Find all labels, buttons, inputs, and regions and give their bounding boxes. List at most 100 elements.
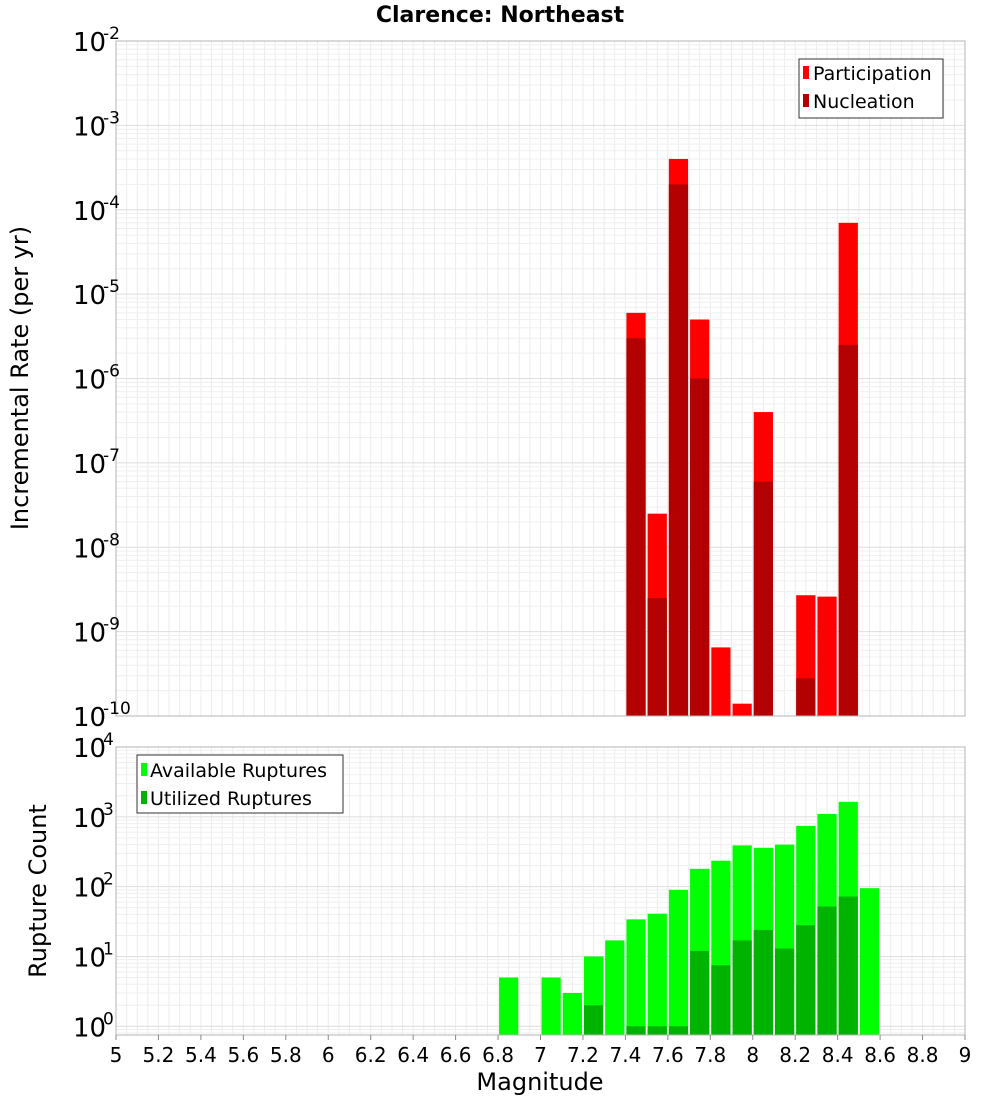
x-axis-label: Magnitude [476, 1068, 603, 1096]
y-tick-base: 10 [73, 281, 106, 311]
y-tick-label: 103 [73, 800, 114, 834]
bar-nucleation [753, 481, 773, 716]
bar-nucleation [690, 378, 710, 716]
y-tick-exponent: -10 [103, 699, 131, 719]
top-legend: Participation Nucleation [798, 58, 944, 119]
legend-swatch-available [141, 763, 147, 776]
y-tick-label: 10-4 [73, 193, 120, 227]
bar-available [626, 919, 646, 1035]
y-tick-label: 10-5 [73, 277, 120, 311]
y-tick-base: 10 [73, 874, 106, 904]
bar-utilized [668, 1026, 689, 1035]
x-tick-label: 5.4 [185, 1043, 217, 1067]
x-tick-label: 6.4 [397, 1043, 429, 1067]
x-tick-label: 9 [959, 1043, 972, 1067]
bar-available [562, 992, 582, 1035]
y-tick-base: 10 [73, 366, 106, 396]
y-tick-base: 10 [73, 112, 106, 142]
legend-swatch-nucleation [803, 94, 809, 107]
x-tick-label: 8 [746, 1043, 759, 1067]
bar-available [647, 913, 667, 1035]
bottom-legend: Available Ruptures Utilized Ruptures [136, 754, 344, 814]
bar-participation [711, 647, 731, 716]
bar-available [859, 888, 880, 1035]
x-tick-label: 6.8 [482, 1043, 514, 1067]
y-tick-label: 10-10 [73, 699, 131, 733]
y-tick-exponent: -3 [103, 108, 120, 128]
y-tick-exponent: 2 [103, 870, 114, 890]
x-tick-label: 7.8 [694, 1043, 726, 1067]
y-tick-label: 10-6 [73, 362, 120, 396]
y-tick-label: 102 [73, 870, 114, 904]
bar-available [499, 977, 519, 1035]
y-tick-label: 104 [73, 730, 114, 764]
legend-swatch-utilized [141, 791, 147, 804]
y-tick-base: 10 [73, 619, 106, 649]
y-tick-base: 10 [73, 28, 106, 58]
bar-available [541, 977, 561, 1035]
bar-participation [817, 596, 837, 716]
top-legend-box [798, 58, 944, 119]
bar-utilized [838, 896, 858, 1035]
bottom-legend-box [136, 754, 344, 814]
bar-utilized [732, 940, 752, 1035]
y-tick-label: 101 [73, 939, 114, 973]
bar-utilized [753, 929, 773, 1035]
x-tick-label: 6.2 [355, 1043, 387, 1067]
y-tick-exponent: -8 [103, 530, 120, 550]
x-tick-label: 8.4 [822, 1043, 854, 1067]
y-tick-base: 10 [73, 943, 106, 973]
x-tick-label: 7.4 [609, 1043, 641, 1067]
y-tick-base: 10 [73, 734, 106, 764]
chart-title: Clarence: Northeast [376, 3, 625, 28]
x-tick-label: 8.6 [864, 1043, 896, 1067]
y-tick-label: 100 [73, 1009, 114, 1043]
bar-available [605, 940, 625, 1035]
y-tick-exponent: 0 [103, 1009, 114, 1029]
bar-utilized [711, 965, 731, 1035]
y-tick-base: 10 [73, 450, 106, 480]
y-tick-exponent: 1 [103, 939, 114, 959]
y-tick-label: 10-2 [73, 24, 120, 58]
x-tick-label: 7.2 [567, 1043, 599, 1067]
legend-label-available: Available Ruptures [150, 760, 327, 782]
legend-label-participation: Participation [813, 63, 932, 85]
x-tick-label: 7.6 [652, 1043, 684, 1067]
x-tick-label: 6 [322, 1043, 335, 1067]
bar-utilized [583, 1005, 604, 1035]
y-tick-exponent: -2 [103, 24, 120, 44]
y-tick-exponent: -6 [103, 362, 120, 382]
bottom-y-axis-label: Rupture Count [24, 804, 52, 978]
top-plot-border [115, 40, 966, 717]
x-tick-label: 8.8 [907, 1043, 939, 1067]
top-panel: 10-210-310-410-510-610-710-810-910-10 In… [6, 24, 966, 733]
x-tick-label: 7 [534, 1043, 547, 1067]
bar-nucleation [647, 598, 667, 716]
legend-swatch-participation [803, 66, 809, 79]
y-tick-base: 10 [73, 197, 106, 227]
y-tick-label: 10-7 [73, 446, 120, 480]
x-tick-label: 5 [110, 1043, 123, 1067]
bar-nucleation [668, 184, 689, 717]
y-tick-exponent: -7 [103, 446, 120, 466]
y-tick-label: 10-9 [73, 615, 120, 649]
y-tick-base: 10 [73, 703, 106, 733]
bar-utilized [774, 948, 795, 1035]
y-tick-exponent: -5 [103, 277, 120, 297]
bar-nucleation [796, 678, 816, 716]
bar-utilized [817, 906, 837, 1035]
bar-nucleation [838, 344, 858, 716]
legend-label-utilized: Utilized Ruptures [150, 788, 312, 810]
bar-utilized [626, 1026, 646, 1035]
x-tick-label: 8.2 [779, 1043, 811, 1067]
legend-label-nucleation: Nucleation [813, 91, 915, 113]
bar-utilized [647, 1026, 667, 1035]
y-tick-base: 10 [73, 804, 106, 834]
y-tick-label: 10-3 [73, 108, 120, 142]
bar-utilized [796, 925, 816, 1035]
x-tick-label: 5.2 [143, 1043, 175, 1067]
x-tick-label: 5.8 [270, 1043, 302, 1067]
x-tick-label: 5.6 [227, 1043, 259, 1067]
y-tick-base: 10 [73, 534, 106, 564]
